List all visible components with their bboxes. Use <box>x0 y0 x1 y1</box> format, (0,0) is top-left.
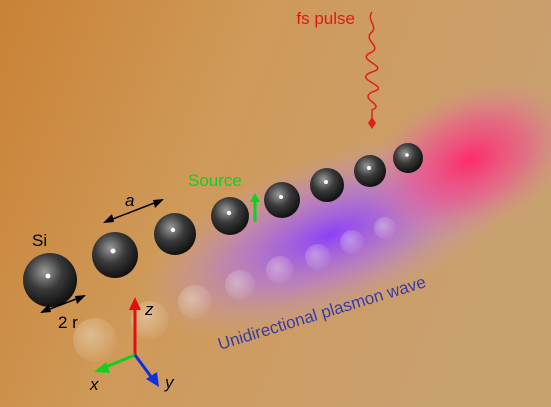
axis-x-label: x <box>89 375 99 394</box>
material-label: Si <box>32 231 47 250</box>
pulse-label: fs pulse <box>296 9 355 28</box>
reflection <box>266 256 294 284</box>
reflection <box>178 285 212 319</box>
sphere <box>310 168 344 202</box>
sphere <box>92 232 138 278</box>
sphere <box>354 155 386 187</box>
axis-z-label: z <box>144 300 154 319</box>
pulse-tip <box>368 117 376 129</box>
reflection <box>131 301 169 339</box>
reflection <box>73 318 117 362</box>
reflection <box>340 230 364 254</box>
fs-pulse <box>364 11 380 120</box>
sphere <box>23 253 77 307</box>
pulse-spot <box>366 81 551 239</box>
axes <box>94 297 159 387</box>
spheres <box>23 143 423 307</box>
diameter-label: 2 r <box>58 313 78 332</box>
source-label: Source <box>188 171 242 190</box>
axis-y-label: y <box>164 373 175 392</box>
reflections <box>73 217 396 362</box>
spacing-label: a <box>125 191 134 210</box>
sphere <box>393 143 423 173</box>
source-arrow <box>250 193 260 202</box>
sphere <box>211 197 249 235</box>
reflection <box>225 270 255 300</box>
reflection <box>374 217 396 239</box>
reflection <box>305 244 331 270</box>
sphere <box>154 213 196 255</box>
sphere <box>264 182 300 218</box>
spacing-arrow <box>104 199 163 223</box>
